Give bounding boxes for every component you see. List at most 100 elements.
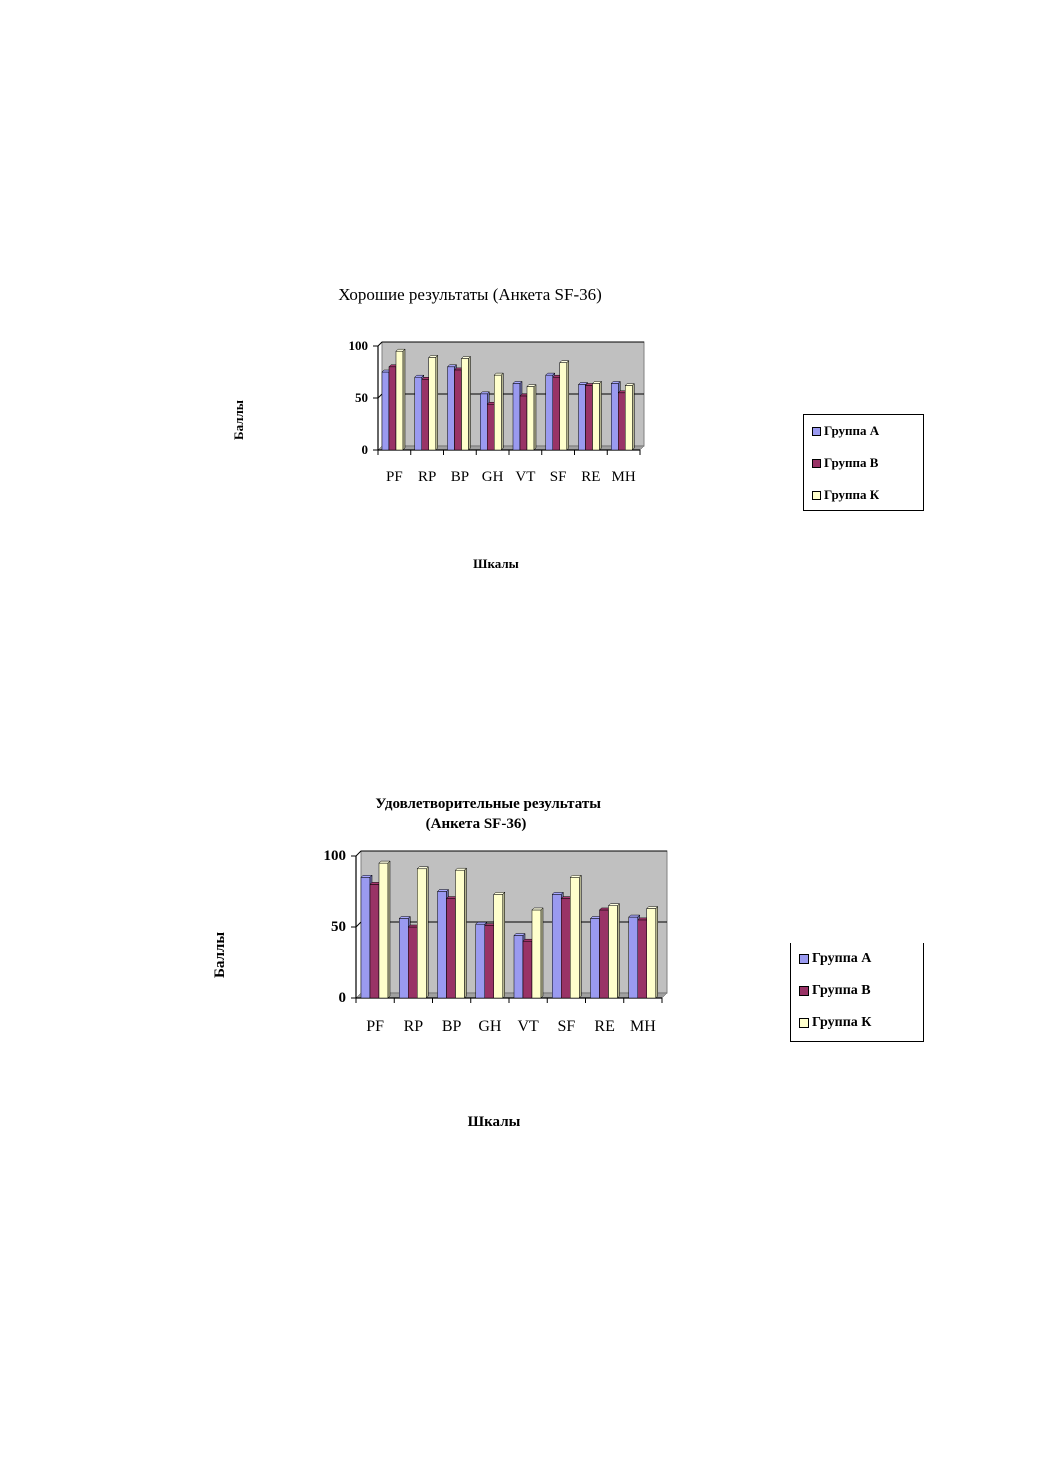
y-axis-label: Баллы — [212, 932, 228, 978]
bar — [607, 903, 621, 999]
legend-label: Группа А — [812, 951, 872, 966]
bar-side — [435, 354, 438, 451]
bar-front — [552, 894, 562, 999]
legend: Группа А Группа В Группа К — [803, 414, 924, 511]
bar-front — [369, 884, 380, 999]
bar-front — [421, 379, 429, 451]
bar-front — [585, 385, 593, 451]
x-tick-label: PF — [366, 1018, 384, 1035]
bar-front — [522, 940, 533, 999]
legend-item-group-a: Группа А — [804, 415, 923, 447]
x-axis-label: Шкалы — [468, 1114, 521, 1130]
y-tick-label: 50 — [331, 919, 346, 935]
bar-front — [381, 371, 390, 451]
bar — [526, 383, 537, 451]
plot-area: 0 50 100 PF RP BP GH VT SF RE MH — [349, 338, 645, 485]
bar — [416, 866, 429, 999]
legend-swatch — [812, 458, 821, 468]
legend-label: Группа К — [824, 487, 880, 502]
legend: Группа А Группа В Группа К — [790, 943, 924, 1042]
x-tick-label: MH — [630, 1018, 656, 1035]
bar-front — [455, 869, 465, 999]
bar-side — [632, 382, 635, 451]
bar-front — [552, 376, 560, 451]
bar — [591, 380, 603, 451]
bar — [493, 372, 504, 451]
bar-side — [402, 348, 406, 451]
legend-item-group-a: Группа А — [791, 943, 923, 975]
bar-front — [590, 918, 600, 999]
bar-front — [417, 868, 427, 999]
x-tick-label: RP — [404, 1018, 424, 1035]
x-tick-label: PF — [386, 469, 403, 485]
bar-front — [513, 935, 524, 999]
legend-item-group-b: Группа В — [804, 447, 923, 479]
legend-item-group-b: Группа В — [791, 975, 923, 1007]
bar — [493, 891, 506, 999]
gridline-side — [377, 393, 383, 399]
bar-side — [655, 905, 658, 999]
gridline-side — [355, 921, 362, 928]
chart-title: Удовлетворительные результаты (Анкета SF… — [375, 796, 604, 832]
chart-title-line-1: Удовлетворительные результаты — [375, 796, 601, 812]
x-tick-label: GH — [482, 469, 504, 485]
bar-front — [561, 898, 571, 999]
legend-swatch — [812, 426, 821, 436]
bar — [428, 354, 439, 451]
y-tick-label: 0 — [339, 990, 347, 1006]
legend-label: Группа В — [812, 983, 871, 998]
bar-front — [484, 925, 494, 999]
bar-side — [540, 907, 544, 999]
bar-front — [559, 362, 567, 451]
bar — [531, 907, 544, 999]
y-tick-label: 0 — [362, 442, 369, 457]
bar-front — [611, 383, 619, 451]
bar-side — [464, 867, 467, 999]
bar-side — [599, 380, 602, 451]
legend-swatch — [799, 1018, 809, 1028]
bar-front — [461, 358, 469, 451]
bar — [559, 360, 570, 451]
bar — [454, 867, 468, 999]
x-tick-label: RE — [581, 469, 600, 485]
legend-label: Группа А — [824, 423, 880, 438]
bar-front — [480, 393, 488, 451]
bar-front — [414, 376, 422, 451]
bar-front — [446, 898, 456, 999]
bar-side — [387, 860, 391, 999]
bar-front — [378, 862, 389, 999]
bar-side — [426, 866, 429, 999]
bar-side — [533, 383, 537, 451]
bar-front — [399, 918, 409, 999]
bar-front — [592, 383, 600, 451]
x-tick-label: RP — [418, 469, 436, 485]
x-tick-label: VT — [517, 1018, 539, 1035]
bar-front — [512, 383, 521, 451]
bar-front — [454, 369, 462, 451]
y-tick-label: 100 — [349, 338, 369, 353]
bar — [646, 905, 659, 999]
legend-swatch — [799, 954, 809, 964]
bar-front — [637, 919, 647, 999]
bar — [378, 860, 391, 999]
x-tick-label: RE — [594, 1018, 614, 1035]
bar-side — [502, 891, 505, 999]
legend-item-group-k: Группа К — [804, 479, 923, 511]
bar-front — [618, 392, 626, 451]
chart-good-results: Хорошие результаты (Анкета SF-36) Баллы … — [231, 285, 645, 571]
bar-front — [608, 905, 618, 999]
legend-swatch — [799, 986, 809, 996]
legend-swatch — [812, 490, 821, 500]
y-tick-label: 50 — [355, 390, 368, 405]
bar-front — [646, 908, 656, 999]
x-tick-label: BP — [442, 1018, 462, 1035]
y-axis-label: Баллы — [231, 400, 246, 440]
bar — [395, 348, 406, 451]
legend-label: Группа В — [824, 455, 879, 470]
gridline-side — [377, 341, 383, 347]
x-tick-label: SF — [550, 469, 567, 485]
legend-item-group-k: Группа К — [791, 1007, 923, 1039]
bar-front — [487, 403, 495, 451]
chart-satisfactory-results: Удовлетворительные результаты (Анкета SF… — [212, 796, 668, 1130]
bar-front — [599, 909, 609, 999]
